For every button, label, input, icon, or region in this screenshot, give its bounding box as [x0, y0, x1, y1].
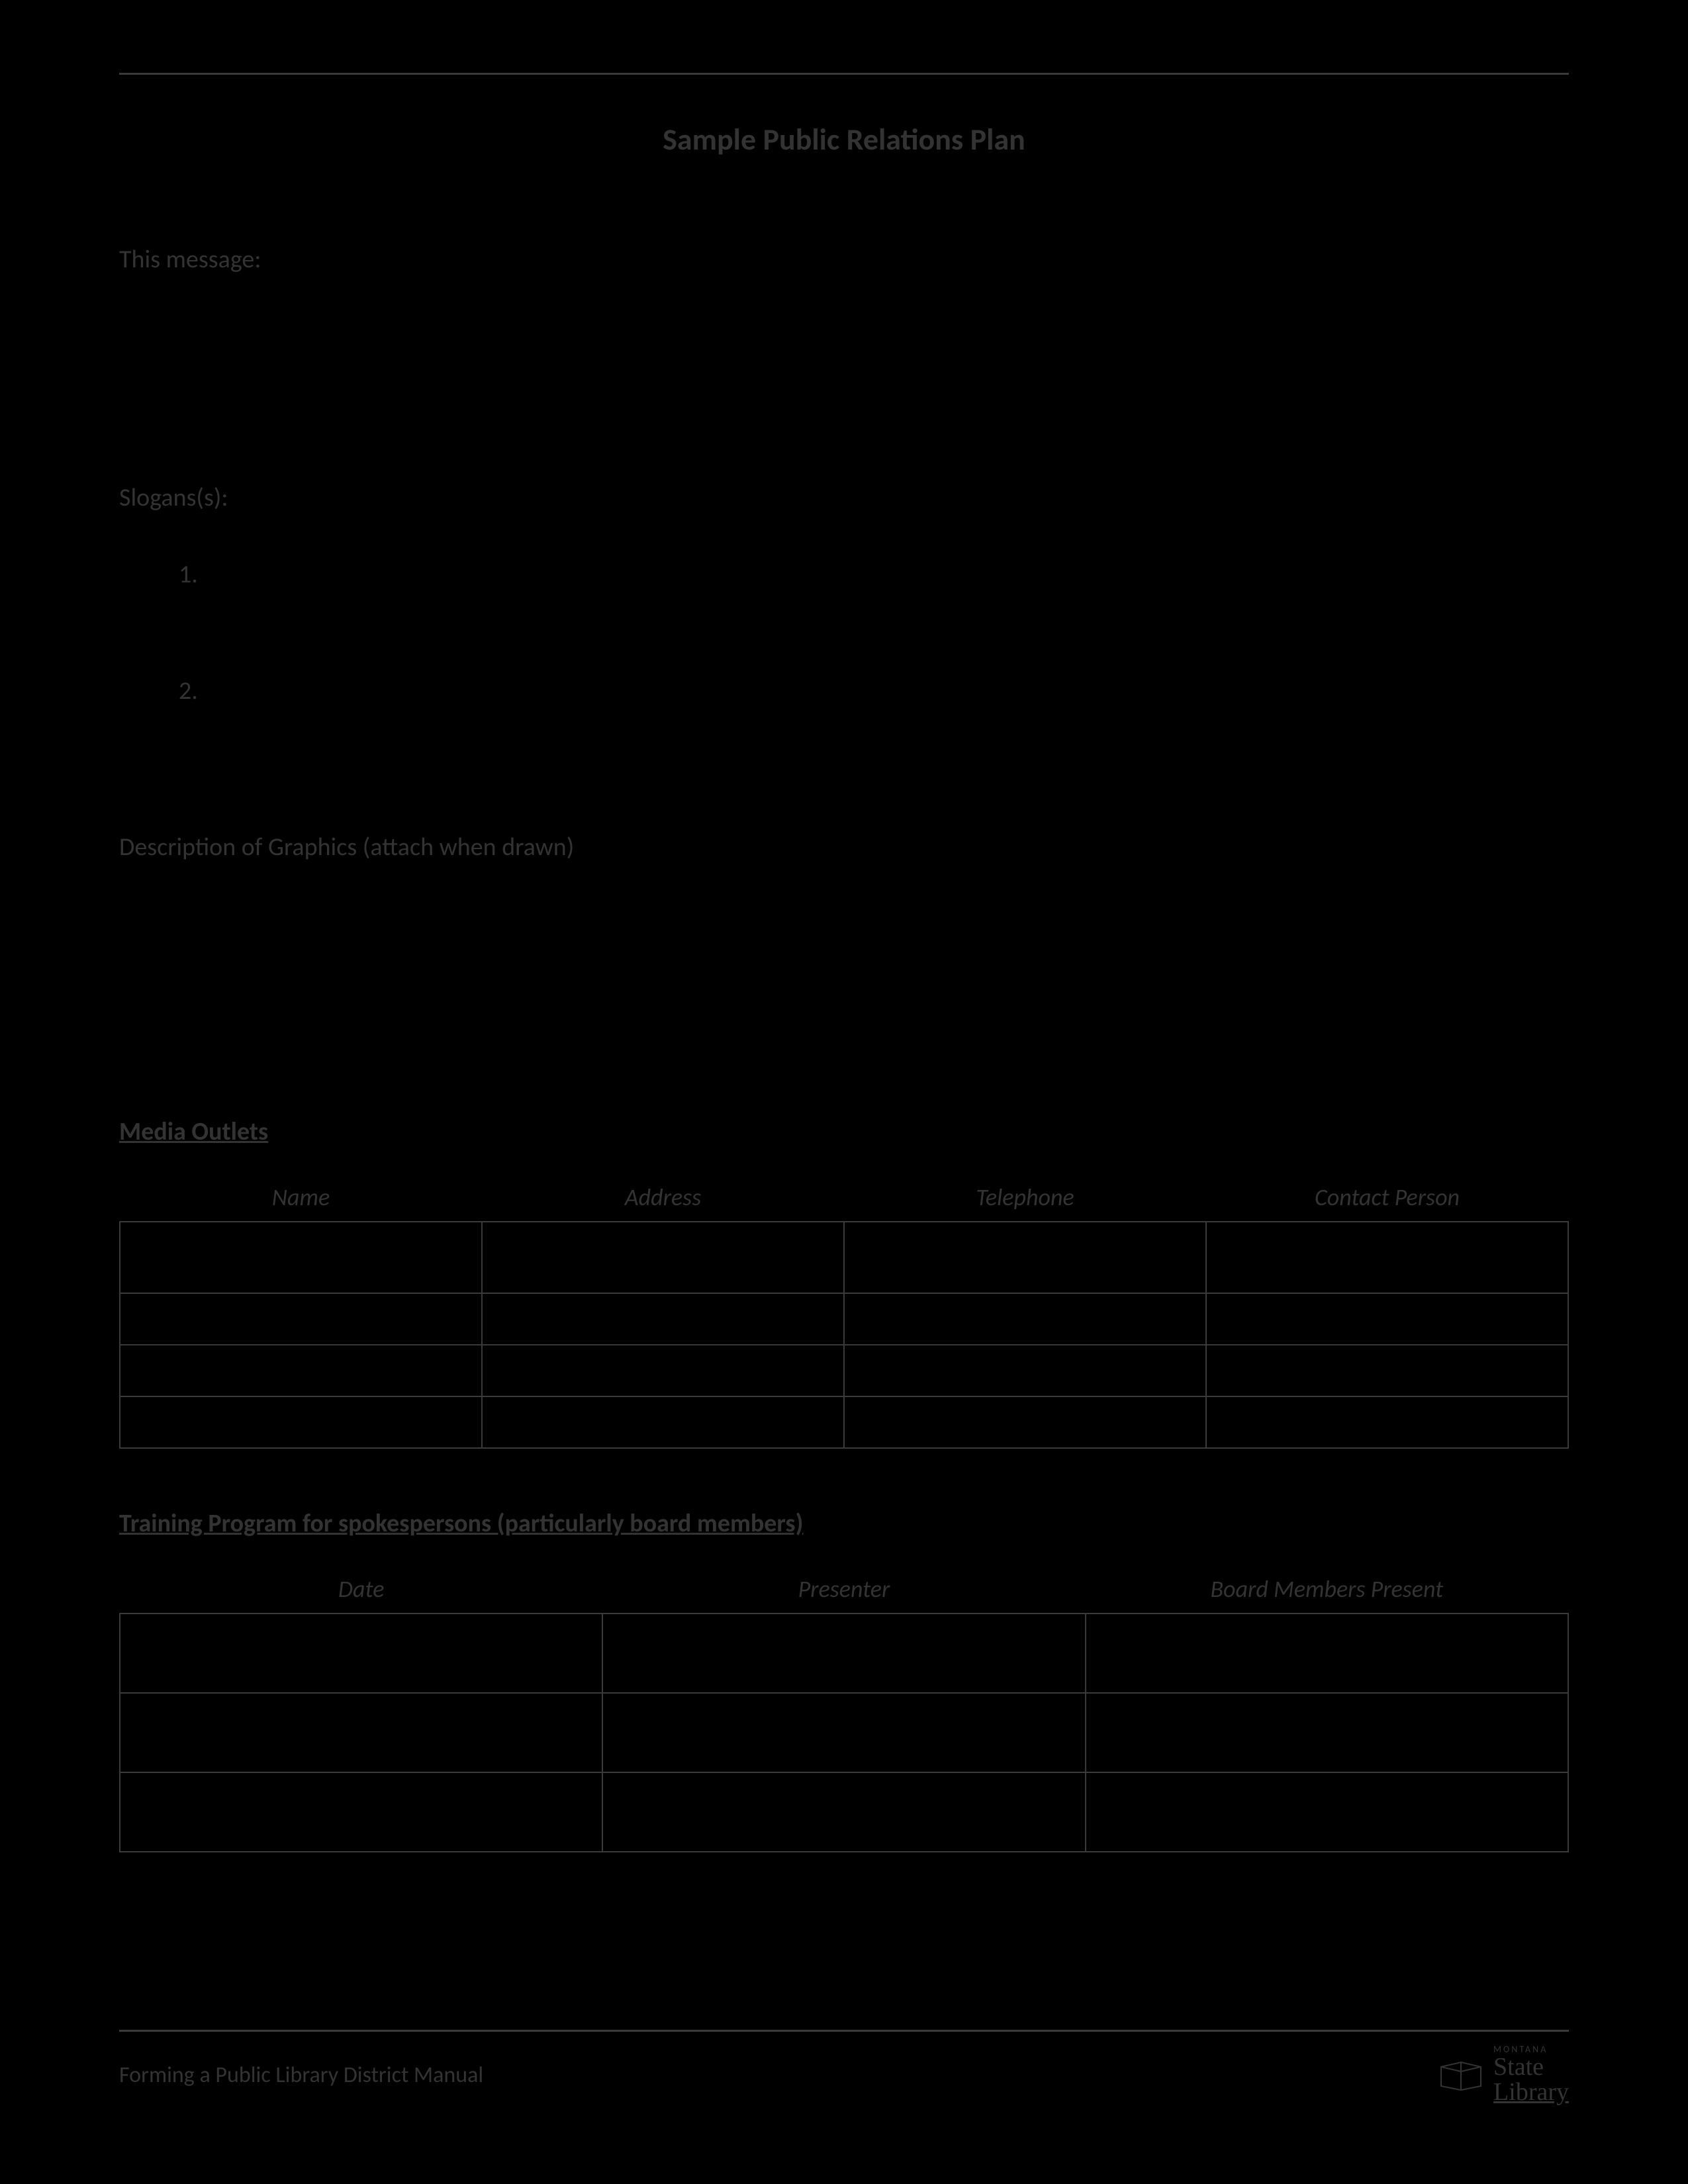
- table-header-row: Date Presenter Board Members Present: [120, 1565, 1568, 1614]
- page-content: Sample Public Relations Plan This messag…: [119, 73, 1569, 2052]
- training-table: Date Presenter Board Members Present: [119, 1565, 1569, 1852]
- table-row: [120, 1693, 1568, 1772]
- footer-row: Forming a Public Library District Manual…: [119, 2045, 1569, 2105]
- state-library-logo: MONTANA State Library: [1438, 2045, 1569, 2105]
- column-header: Board Members Present: [1086, 1565, 1568, 1614]
- message-label: This message:: [119, 244, 1569, 275]
- slogans-label: Slogans(s):: [119, 482, 1569, 513]
- page-title: Sample Public Relations Plan: [119, 121, 1569, 158]
- media-outlets-table: Name Address Telephone Contact Person: [119, 1173, 1569, 1449]
- slogan-item-1: 1.: [179, 559, 1569, 590]
- logo-state-text: State: [1493, 2054, 1569, 2079]
- footer-text: Forming a Public Library District Manual: [119, 2062, 483, 2089]
- logo-library-text: Library: [1493, 2079, 1569, 2105]
- graphics-section: Description of Graphics (attach when dra…: [119, 832, 1569, 1116]
- training-heading: Training Program for spokespersons (part…: [119, 1508, 1569, 1539]
- table-header-row: Name Address Telephone Contact Person: [120, 1173, 1568, 1222]
- training-section: Training Program for spokespersons (part…: [119, 1508, 1569, 1852]
- media-outlets-section: Media Outlets Name Address Telephone Con…: [119, 1116, 1569, 1449]
- table-row: [120, 1345, 1568, 1396]
- slogan-item-2: 2.: [179, 676, 1569, 706]
- column-header: Presenter: [602, 1565, 1085, 1614]
- table-row: [120, 1396, 1568, 1448]
- message-section: This message:: [119, 244, 1569, 482]
- table-row: [120, 1293, 1568, 1345]
- top-rule: [119, 73, 1569, 75]
- page-footer: Forming a Public Library District Manual…: [119, 2030, 1569, 2105]
- footer-rule: [119, 2030, 1569, 2032]
- column-header: Address: [482, 1173, 844, 1222]
- table-row: [120, 1772, 1568, 1852]
- table-row: [120, 1614, 1568, 1693]
- table-row: [120, 1222, 1568, 1293]
- slogan-list: 1. 2.: [119, 559, 1569, 706]
- book-icon: [1438, 2057, 1484, 2093]
- column-header: Date: [120, 1565, 602, 1614]
- column-header: Name: [120, 1173, 482, 1222]
- column-header: Telephone: [844, 1173, 1206, 1222]
- logo-text: MONTANA State Library: [1493, 2045, 1569, 2105]
- media-outlets-heading: Media Outlets: [119, 1116, 1569, 1147]
- slogans-section: Slogans(s): 1. 2.: [119, 482, 1569, 706]
- graphics-label: Description of Graphics (attach when dra…: [119, 832, 1569, 862]
- column-header: Contact Person: [1206, 1173, 1568, 1222]
